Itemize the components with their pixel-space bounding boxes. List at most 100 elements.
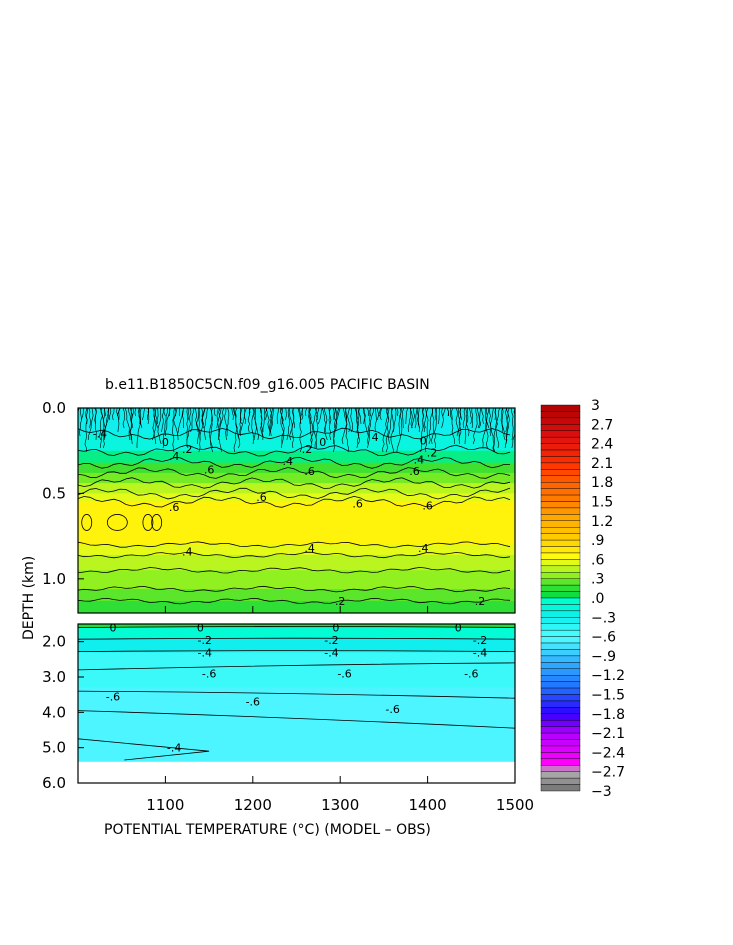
noise-line: [493, 408, 498, 453]
noise-line: [118, 408, 121, 421]
noise-line: [347, 408, 351, 433]
noise-line: [109, 408, 112, 421]
noise-line: [459, 408, 462, 421]
upper-contour-line-7: [78, 495, 511, 508]
noise-line: [318, 408, 323, 425]
colorbar-swatch: [540, 552, 581, 560]
noise-line: [379, 408, 383, 421]
noise-line: [251, 408, 255, 441]
noise-line: [163, 408, 166, 417]
noise-line: [201, 408, 206, 429]
noise-line: [396, 408, 399, 417]
noise-line: [78, 408, 80, 414]
noise-line: [481, 408, 484, 425]
upper-panel: -.40.2.40.2.44 0.2.4.6.6.6.6.6.6.6.4.4.4.…: [42, 399, 516, 614]
noise-line: [209, 408, 214, 449]
colorbar-swatch: [540, 449, 581, 457]
noise-line: [187, 408, 190, 421]
noise-line: [195, 408, 200, 433]
colorbar-tick-label: −.3: [591, 610, 616, 626]
colorbar-swatch: [540, 456, 581, 464]
contour-label: -.2: [473, 634, 487, 647]
noise-line: [308, 408, 313, 445]
noise-line: [248, 408, 251, 417]
colorbar-tick-label: 1.2: [591, 514, 613, 530]
contour-label: -.4: [473, 646, 487, 659]
noise-line: [94, 408, 97, 441]
colorbar-swatch: [540, 739, 581, 747]
noise-line: [451, 408, 453, 421]
contour-label: 0: [420, 434, 427, 447]
lower-band-0: [78, 624, 515, 629]
colorbar-swatch: [540, 777, 581, 785]
colorbar-swatch: [540, 404, 581, 412]
colorbar-swatch: [540, 668, 581, 676]
noise-line: [358, 408, 362, 425]
noise-line: [343, 408, 349, 453]
contour-label: .6: [352, 498, 363, 511]
x-axis: 1100 1200 1300 1400 1500: [146, 606, 534, 814]
noise-line: [425, 408, 429, 453]
colorbar-swatch: [540, 443, 581, 451]
y-tick-label: 0.0: [42, 399, 66, 417]
colorbar-tick-label: −2.4: [591, 745, 625, 761]
noise-line: [344, 408, 348, 421]
colorbar-tick-label: 1.5: [591, 495, 613, 511]
noise-line: [122, 408, 125, 429]
noise-line: [292, 408, 295, 429]
colorbar-swatch: [540, 726, 581, 734]
contour-label: .6: [256, 491, 267, 504]
lower-contour-line-5: [78, 710, 515, 729]
noise-line: [409, 408, 413, 429]
noise-line: [98, 408, 103, 441]
noise-line: [367, 408, 369, 417]
noise-line: [301, 408, 304, 421]
closed-contour: [106, 514, 128, 531]
noise-line: [280, 408, 285, 445]
contour-label: .2: [302, 443, 313, 456]
contour-label: .6: [169, 501, 180, 514]
upper-band-4: [78, 472, 515, 484]
noise-line: [88, 408, 91, 429]
colorbar-swatch: [540, 732, 581, 740]
y-tick-label: 6.0: [42, 774, 66, 792]
noise-line: [286, 408, 291, 441]
noise-line: [300, 408, 304, 425]
noise-line: [270, 408, 273, 437]
noise-line: [238, 408, 242, 449]
noise-line: [332, 408, 340, 445]
contour-label: .4: [182, 546, 193, 559]
noise-line: [239, 408, 243, 425]
colorbar-tick-label: −.9: [591, 649, 616, 665]
noise-line: [322, 408, 328, 441]
colorbar-swatch: [540, 501, 581, 509]
noise-line: [79, 408, 82, 437]
upper-band-11: [78, 589, 515, 602]
noise-line: [434, 408, 437, 449]
noise-line: [262, 408, 266, 432]
noise-line: [350, 408, 353, 433]
noise-line: [247, 408, 251, 433]
noise-line: [296, 408, 302, 453]
noise-line: [233, 408, 238, 453]
colorbar-swatch: [540, 713, 581, 721]
noise-line: [175, 408, 178, 417]
y-tick-label: 0.5: [42, 484, 66, 502]
noise-line: [435, 408, 438, 421]
lower-panel-contour-lines: [78, 626, 515, 783]
y-tick-label: 4.0: [42, 703, 66, 721]
colorbar-swatch: [540, 636, 581, 644]
noise-line: [169, 408, 172, 417]
upper-contour-line-9: [78, 551, 511, 559]
noise-line: [203, 408, 209, 441]
lower-panel-color-bands: [78, 624, 515, 763]
noise-line: [511, 408, 515, 449]
colorbar-tick-label: 3: [591, 398, 600, 414]
noise-line: [458, 408, 462, 445]
noise-line: [367, 408, 374, 449]
contour-label: 0: [109, 622, 116, 635]
noise-line: [308, 408, 314, 449]
noise-line: [399, 408, 403, 437]
surface-contour-noise: [78, 408, 515, 453]
